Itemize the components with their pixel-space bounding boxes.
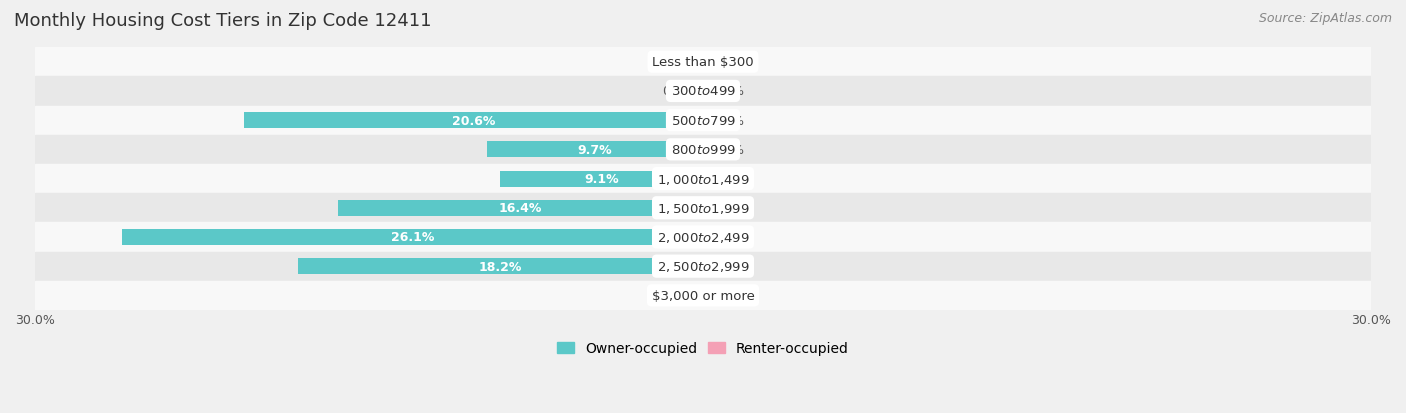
Bar (245, 113, 703, 129)
Bar (122, 229, 703, 245)
Text: 18.2%: 18.2% (478, 260, 522, 273)
Text: $2,000 to $2,499: $2,000 to $2,499 (657, 230, 749, 244)
Text: 9.1%: 9.1% (585, 173, 619, 185)
Bar (35, 48, 1371, 77)
Text: 26.1%: 26.1% (391, 231, 434, 244)
Text: 0.0%: 0.0% (711, 231, 744, 244)
Bar (298, 259, 703, 275)
Text: $500 to $799: $500 to $799 (671, 114, 735, 127)
Bar (501, 171, 703, 187)
Bar (486, 142, 703, 158)
Bar (35, 252, 1371, 281)
Text: $800 to $999: $800 to $999 (671, 143, 735, 157)
Bar (35, 194, 1371, 223)
Bar (35, 135, 1371, 164)
Text: 20.6%: 20.6% (451, 114, 495, 127)
Text: Less than $300: Less than $300 (652, 56, 754, 69)
Text: 9.7%: 9.7% (578, 143, 612, 157)
Bar (337, 200, 703, 216)
Text: 0.0%: 0.0% (711, 173, 744, 185)
Text: 0.0%: 0.0% (662, 289, 695, 302)
Text: 0.0%: 0.0% (711, 260, 744, 273)
Text: Source: ZipAtlas.com: Source: ZipAtlas.com (1258, 12, 1392, 25)
Legend: Owner-occupied, Renter-occupied: Owner-occupied, Renter-occupied (551, 336, 855, 361)
Text: 0.0%: 0.0% (711, 56, 744, 69)
Bar (35, 164, 1371, 194)
Text: $1,000 to $1,499: $1,000 to $1,499 (657, 172, 749, 186)
Text: 0.0%: 0.0% (662, 56, 695, 69)
Text: Monthly Housing Cost Tiers in Zip Code 12411: Monthly Housing Cost Tiers in Zip Code 1… (14, 12, 432, 30)
Text: $300 to $499: $300 to $499 (671, 85, 735, 98)
Bar (35, 281, 1371, 310)
Text: 0.0%: 0.0% (711, 202, 744, 215)
Text: 16.4%: 16.4% (499, 202, 543, 215)
Text: 0.0%: 0.0% (662, 85, 695, 98)
Bar (35, 106, 1371, 135)
Text: 0.0%: 0.0% (711, 85, 744, 98)
Text: 0.0%: 0.0% (711, 143, 744, 157)
Text: 0.0%: 0.0% (711, 114, 744, 127)
Text: $1,500 to $1,999: $1,500 to $1,999 (657, 201, 749, 215)
Bar (35, 77, 1371, 106)
Bar (35, 223, 1371, 252)
Text: $3,000 or more: $3,000 or more (651, 289, 755, 302)
Text: 0.0%: 0.0% (711, 289, 744, 302)
Text: $2,500 to $2,999: $2,500 to $2,999 (657, 259, 749, 273)
